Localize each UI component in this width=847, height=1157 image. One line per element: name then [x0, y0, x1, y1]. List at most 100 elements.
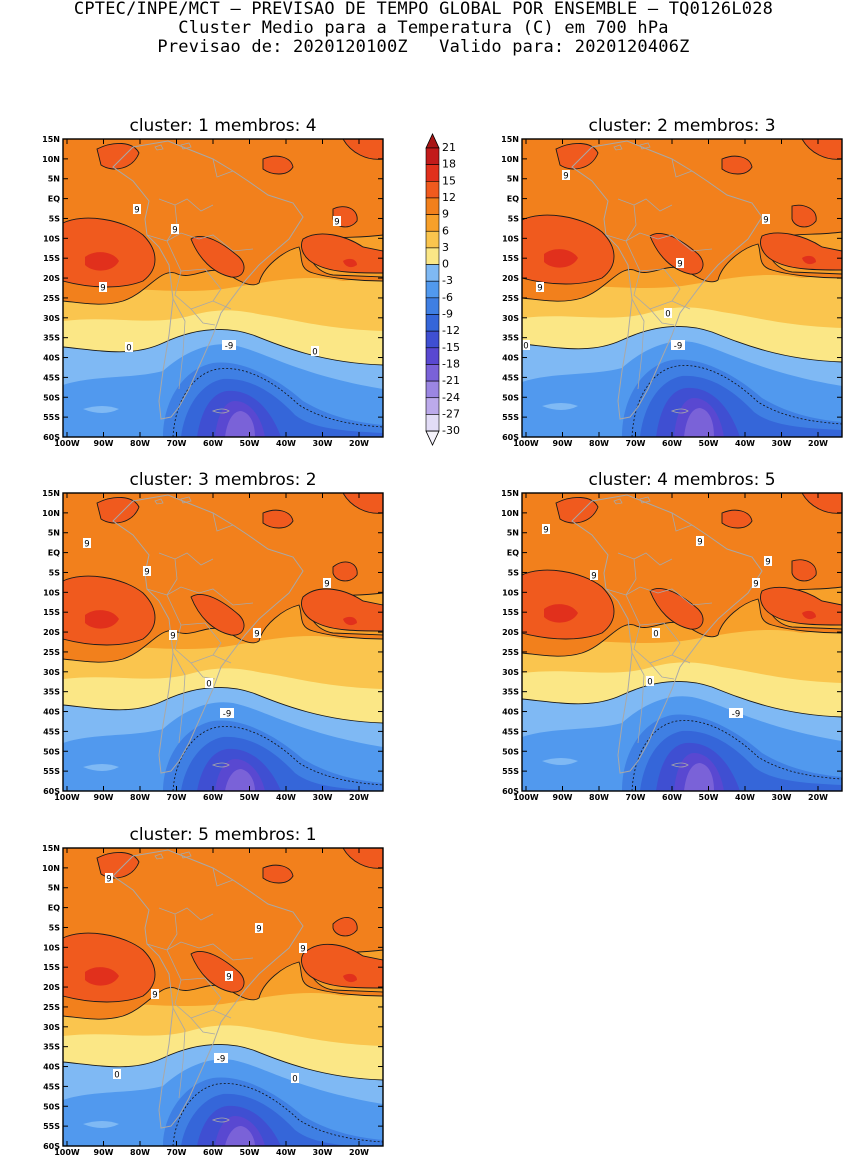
colorbar-label: 6 — [442, 224, 449, 237]
lat-tick-label: 5S — [508, 568, 520, 577]
contour-label: 9 — [762, 214, 770, 226]
cluster-5-title: cluster: 5 membros: 1 — [129, 825, 316, 845]
svg-text:0: 0 — [126, 344, 131, 354]
lat-tick-label: 15S — [502, 254, 519, 263]
cluster-4-title: cluster: 4 membros: 5 — [588, 470, 775, 490]
contour-label: 9 — [333, 216, 341, 228]
lon-tick-label: 30W — [313, 439, 333, 448]
cluster-3-title: cluster: 3 membros: 2 — [129, 470, 316, 490]
lat-tick-label: 25S — [43, 648, 60, 657]
svg-text:9: 9 — [763, 216, 768, 226]
lat-tick-label: 60S — [43, 1142, 60, 1151]
contour-label: 9 — [676, 258, 684, 270]
lat-tick-label: 10S — [502, 234, 519, 243]
cluster-5-map: 9 9 9 9 9 0 0 -9 — [63, 848, 383, 1146]
header-line-3: Previsao de: 2020120100Z Valido para: 20… — [157, 37, 690, 57]
lon-tick-label: 40W — [276, 1148, 296, 1157]
svg-text:9: 9 — [753, 580, 758, 590]
lat-tick-label: 55S — [43, 413, 60, 422]
lat-tick-label: 30S — [502, 668, 519, 677]
cluster-2-title: cluster: 2 membros: 3 — [588, 116, 775, 136]
svg-text:9: 9 — [144, 568, 149, 578]
contour-label: 9 — [151, 989, 159, 1001]
lon-tick-label: 80W — [589, 793, 609, 802]
lat-tick-label: 10N — [42, 864, 60, 873]
lon-tick-label: 50W — [240, 1148, 260, 1157]
lat-tick-label: 15N — [501, 135, 519, 144]
lat-tick-label: 10N — [42, 509, 60, 518]
header-line-1: CPTEC/INPE/MCT – PREVISAO DE TEMPO GLOBA… — [73, 0, 774, 19]
colorbar-swatch — [425, 264, 440, 282]
lat-tick-label: 10S — [43, 588, 60, 597]
svg-text:9: 9 — [106, 875, 111, 885]
lat-tick-label: 15N — [42, 844, 60, 853]
lat-tick-label: 15N — [42, 489, 60, 498]
svg-text:9: 9 — [300, 945, 305, 955]
lat-tick-label: 60S — [43, 787, 60, 796]
cluster-5-frame — [62, 847, 384, 1147]
lat-tick-label: 10N — [501, 155, 519, 164]
contour-label: 9 — [253, 628, 261, 640]
figure-header: CPTEC/INPE/MCT – PREVISAO DE TEMPO GLOBA… — [0, 0, 847, 57]
cluster-3-panel: cluster: 3 membros: 2 9 9 9 9 9 0 -9 15N 10N 5N EQ 5… — [42, 470, 384, 802]
lon-tick-label: 50W — [240, 439, 260, 448]
svg-text:9: 9 — [226, 973, 231, 983]
contour-label: 9 — [323, 578, 331, 590]
cluster-5-panel: cluster: 5 membros: 1 9 9 9 9 9 0 0 -9 15N 10N 5N EQ… — [42, 825, 384, 1157]
contour-label: -9 — [220, 708, 234, 720]
lat-tick-label: 40S — [43, 1063, 60, 1072]
lat-tick-label: 10S — [502, 588, 519, 597]
colorbar-swatch — [425, 197, 440, 215]
svg-text:9: 9 — [254, 630, 259, 640]
contour-label: 0 — [205, 678, 213, 690]
svg-text:-9: -9 — [674, 342, 682, 352]
lat-tick-label: 40S — [502, 708, 519, 717]
lat-tick-label: 60S — [43, 433, 60, 442]
svg-text:0: 0 — [523, 342, 528, 352]
colorbar-label: -3 — [442, 274, 453, 287]
contour-label: 0 — [522, 340, 530, 352]
svg-text:9: 9 — [537, 284, 542, 294]
cluster-4-frame — [521, 492, 843, 792]
colorbar-label: -18 — [442, 357, 460, 370]
contour-label: 9 — [99, 282, 107, 294]
lat-tick-label: EQ — [48, 549, 60, 558]
cluster-2-frame — [521, 138, 843, 438]
lat-tick-label: 55S — [502, 413, 519, 422]
lon-tick-label: 20W — [808, 793, 828, 802]
contour-label: 9 — [299, 943, 307, 955]
lon-tick-label: 30W — [313, 1148, 333, 1157]
colorbar-swatch — [425, 280, 440, 299]
colorbar-label: -15 — [442, 341, 460, 354]
lon-tick-label: 70W — [167, 1148, 187, 1157]
lat-tick-label: 20S — [502, 274, 519, 283]
contour-label: 0 — [113, 1069, 121, 1081]
contour-label: 0 — [311, 346, 319, 358]
cluster-1-panel: cluster: 1 membros: 4 9 9 9 9 0 0 -9 15N 10N 5N EQ 5… — [42, 116, 384, 448]
colorbar-swatch — [425, 397, 440, 415]
svg-text:9: 9 — [152, 991, 157, 1001]
colorbar-swatch — [425, 364, 440, 382]
svg-text:9: 9 — [677, 260, 682, 270]
lat-tick-label: 25S — [43, 294, 60, 303]
lon-tick-label: 30W — [772, 439, 792, 448]
svg-text:-9: -9 — [225, 342, 233, 352]
colorbar-swatch — [425, 380, 440, 399]
lat-tick-label: EQ — [507, 195, 519, 204]
lat-tick-label: 35S — [502, 334, 519, 343]
lon-tick-label: 90W — [94, 793, 114, 802]
lon-tick-label: 100W — [54, 1148, 80, 1157]
colorbar-label: -6 — [442, 291, 453, 304]
lat-tick-label: 20S — [43, 983, 60, 992]
svg-text:9: 9 — [324, 580, 329, 590]
colorbar: 21 18 15 12 9 6 3 0 -3 -6 -9 -12 -15 -18 -21 -24 -27 -30 — [425, 133, 460, 446]
contour-label: 0 — [646, 676, 654, 688]
svg-text:-9: -9 — [217, 1055, 225, 1065]
lon-tick-label: 80W — [130, 439, 150, 448]
lat-tick-label: 35S — [43, 688, 60, 697]
lat-tick-label: EQ — [48, 904, 60, 913]
lon-tick-label: 90W — [94, 1148, 114, 1157]
colorbar-label: 12 — [442, 191, 456, 204]
contour-label: 9 — [752, 578, 760, 590]
lat-tick-label: 30S — [43, 314, 60, 323]
